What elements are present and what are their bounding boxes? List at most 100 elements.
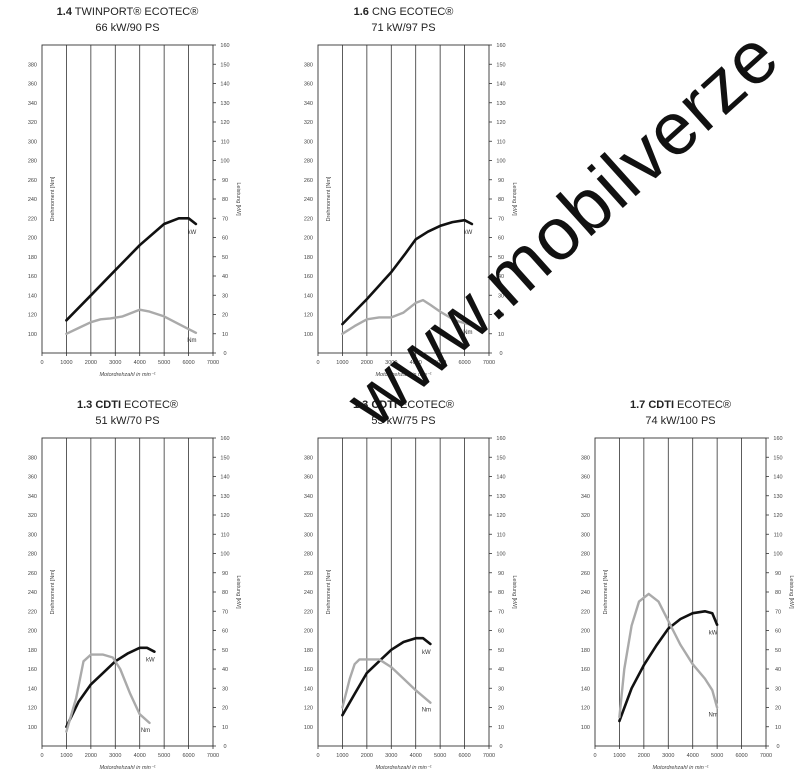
- chart-subtitle: 55 kW/75 PS: [371, 415, 435, 427]
- series-label-kw: kW: [188, 230, 197, 236]
- x-tick-label: 1000: [336, 753, 348, 759]
- x-tick-label: 7000: [483, 753, 495, 759]
- right-tick-label: 100: [773, 552, 782, 558]
- left-tick-label: 260: [28, 178, 37, 184]
- x-tick-label: 5000: [434, 753, 446, 759]
- right-tick-label: 110: [221, 139, 230, 145]
- left-tick-label: 300: [28, 139, 37, 145]
- left-tick-label: 200: [304, 629, 313, 635]
- left-tick-label: 240: [28, 197, 37, 203]
- left-tick-label: 300: [581, 532, 590, 538]
- x-tick-label: 6000: [458, 753, 470, 759]
- right-tick-label: 110: [497, 532, 506, 538]
- x-tick-label: 1000: [60, 753, 72, 759]
- chart-title: 1.3 CDTI ECOTEC®: [353, 399, 454, 411]
- right-tick-label: 60: [498, 629, 504, 635]
- right-tick-label: 130: [773, 494, 782, 500]
- left-tick-label: 260: [304, 571, 313, 577]
- left-axis-label: Drehmoment [Nm]: [326, 569, 332, 614]
- right-tick-label: 110: [774, 532, 783, 538]
- chart-title: 1.3 CDTI ECOTEC®: [77, 399, 178, 411]
- x-tick-label: 6000: [735, 753, 747, 759]
- series-label-kw: kW: [422, 650, 431, 656]
- right-tick-label: 80: [222, 197, 228, 203]
- chart-title-model: 1.3 CDTI: [77, 399, 121, 411]
- series-label-nm: Nm: [708, 713, 717, 719]
- left-tick-label: 100: [304, 725, 313, 731]
- x-tick-label: 0: [593, 753, 596, 759]
- left-tick-label: 220: [28, 609, 37, 615]
- right-tick-label: 70: [498, 216, 504, 222]
- left-tick-label: 380: [581, 455, 590, 461]
- left-tick-label: 260: [28, 571, 37, 577]
- series-label-nm: Nm: [141, 728, 150, 734]
- left-tick-label: 360: [581, 475, 590, 481]
- right-tick-label: 60: [775, 629, 781, 635]
- right-tick-label: 30: [775, 686, 781, 692]
- x-tick-label: 6000: [458, 360, 470, 366]
- left-tick-label: 300: [28, 532, 37, 538]
- right-tick-label: 20: [498, 706, 504, 712]
- series-line-nm: [65, 308, 198, 335]
- chart-title-model: 1.6: [354, 6, 369, 18]
- left-tick-label: 180: [304, 648, 313, 654]
- chart-title: 1.6 CNG ECOTEC®: [354, 6, 454, 18]
- right-tick-label: 160: [220, 436, 229, 442]
- x-tick-label: 5000: [158, 753, 170, 759]
- left-tick-label: 200: [28, 236, 37, 242]
- right-tick-label: 30: [222, 293, 228, 299]
- chart-subtitle: 66 kW/90 PS: [95, 22, 159, 34]
- right-tick-label: 140: [496, 82, 505, 88]
- left-tick-label: 220: [304, 216, 313, 222]
- right-tick-label: 120: [220, 120, 229, 126]
- left-tick-label: 100: [28, 332, 37, 338]
- right-tick-label: 0: [223, 351, 226, 357]
- right-tick-label: 80: [775, 590, 781, 596]
- left-tick-label: 280: [304, 159, 313, 165]
- left-tick-label: 380: [28, 455, 37, 461]
- left-axis-label: Drehmoment [Nm]: [603, 569, 609, 614]
- left-tick-label: 280: [28, 159, 37, 165]
- right-axis-label: Leistung [kW]: [235, 182, 241, 216]
- series-label-kw: kW: [464, 230, 473, 236]
- chart-title-model: 1.3 CDTI: [353, 399, 397, 411]
- chart-subtitle: 51 kW/70 PS: [95, 415, 159, 427]
- right-tick-label: 60: [498, 236, 504, 242]
- series-line-nm: [618, 592, 719, 719]
- left-tick-label: 280: [581, 552, 590, 558]
- x-tick-label: 3000: [385, 360, 397, 366]
- right-tick-label: 140: [220, 82, 229, 88]
- x-tick-label: 0: [316, 360, 319, 366]
- left-tick-label: 280: [28, 552, 37, 558]
- left-tick-label: 260: [581, 571, 590, 577]
- x-tick-label: 3000: [385, 753, 397, 759]
- x-tick-label: 2000: [361, 753, 373, 759]
- right-tick-label: 20: [498, 313, 504, 319]
- left-tick-label: 360: [304, 82, 313, 88]
- x-tick-label: 6000: [182, 360, 194, 366]
- left-tick-label: 160: [28, 667, 37, 673]
- right-tick-label: 0: [499, 351, 502, 357]
- right-tick-label: 50: [775, 648, 781, 654]
- right-tick-label: 0: [499, 744, 502, 750]
- left-tick-label: 360: [28, 475, 37, 481]
- left-tick-label: 200: [304, 236, 313, 242]
- right-tick-label: 140: [496, 475, 505, 481]
- right-tick-label: 140: [773, 475, 782, 481]
- left-tick-label: 380: [304, 62, 313, 68]
- left-tick-label: 300: [304, 139, 313, 145]
- series-line-nm: [65, 653, 151, 733]
- x-axis-label: Motordrehzahl in min⁻¹: [375, 765, 431, 771]
- left-tick-label: 120: [28, 706, 37, 712]
- x-tick-label: 4000: [134, 360, 146, 366]
- right-axis-label: Leistung [kW]: [511, 182, 517, 216]
- x-axis-label: Motordrehzahl in min⁻¹: [652, 765, 708, 771]
- left-tick-label: 320: [28, 120, 37, 126]
- chart-title-model: 1.4: [57, 6, 73, 18]
- left-tick-label: 200: [581, 629, 590, 635]
- left-tick-label: 100: [304, 332, 313, 338]
- x-tick-label: 1000: [613, 753, 625, 759]
- chart-panel-2: 1.6 CNG ECOTEC®71 kW/97 PS0 1000 2000 3000 4…: [304, 6, 517, 378]
- right-tick-label: 40: [775, 667, 781, 673]
- right-tick-label: 90: [775, 571, 781, 577]
